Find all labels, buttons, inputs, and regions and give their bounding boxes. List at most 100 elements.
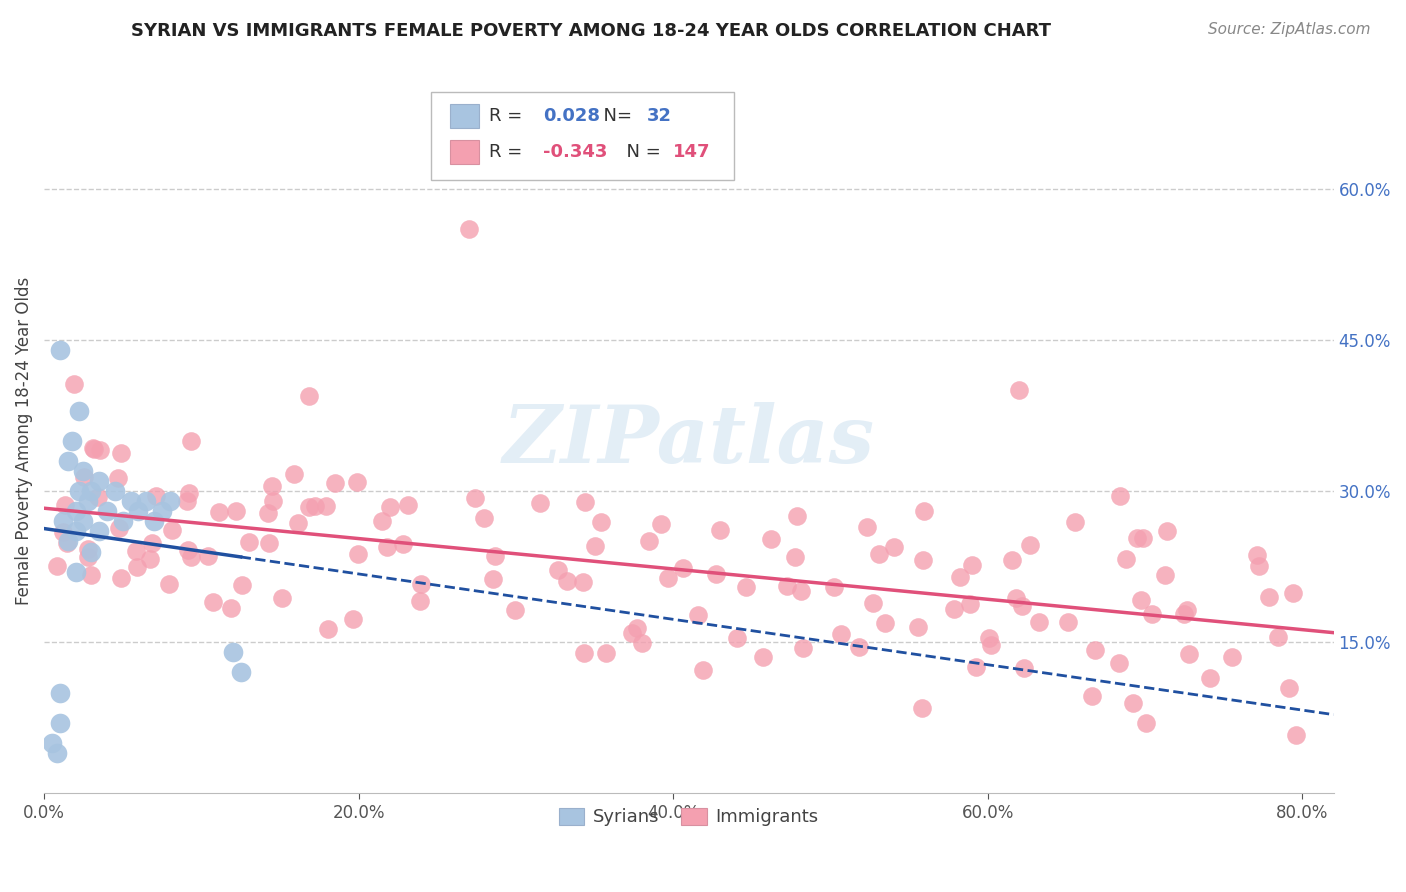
Point [143, 514, 166, 528]
Point [86, 490, 108, 504]
Point [298, 389, 321, 403]
Point [141, 536, 163, 550]
Point [848, 640, 870, 654]
Point [45, 558, 67, 573]
Point [238, 535, 260, 549]
Point [688, 607, 710, 622]
Point [120, 494, 142, 508]
Point [179, 550, 201, 565]
Point [875, 616, 897, 631]
Point [380, 500, 402, 514]
Point [375, 541, 398, 555]
Point [283, 467, 305, 482]
Point [776, 579, 799, 593]
Point [657, 571, 679, 585]
Point [231, 578, 253, 592]
Point [104, 484, 127, 499]
Point [262, 494, 284, 508]
Point [45, 746, 67, 760]
Point [315, 500, 337, 514]
Point [1028, 615, 1050, 630]
Point [396, 499, 419, 513]
Point [547, 563, 569, 577]
Point [67, 484, 90, 499]
Point [127, 504, 149, 518]
Point [631, 636, 654, 650]
Point [759, 532, 782, 546]
Point [80, 544, 103, 558]
Point [1140, 607, 1163, 621]
Point [111, 514, 134, 528]
FancyBboxPatch shape [432, 92, 734, 180]
Point [1284, 728, 1306, 742]
Point [67, 403, 90, 417]
Point [862, 596, 884, 610]
Point [83, 442, 105, 457]
Point [76, 550, 98, 565]
Point [222, 645, 245, 659]
Point [409, 577, 432, 591]
Point [709, 523, 731, 537]
Point [1057, 615, 1080, 629]
Point [555, 574, 578, 588]
Point [225, 504, 247, 518]
Point [572, 574, 595, 589]
Point [589, 516, 612, 530]
Point [1004, 591, 1026, 605]
Point [271, 591, 294, 606]
Point [1282, 586, 1305, 600]
Point [1175, 603, 1198, 617]
Point [72, 464, 94, 478]
Legend: Syrians, Immigrants: Syrians, Immigrants [551, 800, 827, 834]
Text: R =: R = [489, 107, 529, 126]
Point [503, 603, 526, 617]
FancyBboxPatch shape [450, 140, 478, 163]
Point [346, 475, 368, 490]
Point [56, 534, 79, 549]
Point [53, 498, 76, 512]
Point [572, 646, 595, 660]
Point [62, 434, 84, 448]
Point [124, 543, 146, 558]
Point [529, 496, 551, 510]
Point [911, 700, 934, 714]
Text: 0.028: 0.028 [543, 107, 600, 126]
Point [110, 446, 132, 460]
Point [49, 685, 72, 699]
Point [96, 504, 118, 518]
Point [1177, 647, 1199, 661]
Point [1109, 489, 1132, 503]
Point [464, 491, 486, 505]
Point [150, 504, 173, 518]
Point [692, 663, 714, 677]
Point [912, 504, 935, 518]
Point [229, 665, 252, 680]
Text: R =: R = [489, 143, 529, 161]
Point [127, 560, 149, 574]
Point [1258, 590, 1281, 604]
Point [1249, 559, 1271, 574]
Point [650, 517, 672, 532]
Point [77, 494, 100, 508]
Point [856, 519, 879, 533]
Point [371, 514, 394, 528]
Point [409, 594, 432, 608]
Point [80, 568, 103, 582]
Point [1199, 671, 1222, 685]
Point [219, 600, 242, 615]
Point [583, 539, 606, 553]
Point [868, 547, 890, 561]
Point [457, 222, 479, 236]
Point [56, 454, 79, 468]
Point [595, 646, 617, 660]
Point [824, 580, 846, 594]
Point [145, 490, 167, 504]
Point [1267, 630, 1289, 644]
Text: 147: 147 [673, 143, 711, 161]
Point [65, 524, 87, 539]
Point [177, 486, 200, 500]
Point [965, 660, 987, 674]
Point [735, 580, 758, 594]
Point [1019, 539, 1042, 553]
Point [177, 543, 200, 558]
